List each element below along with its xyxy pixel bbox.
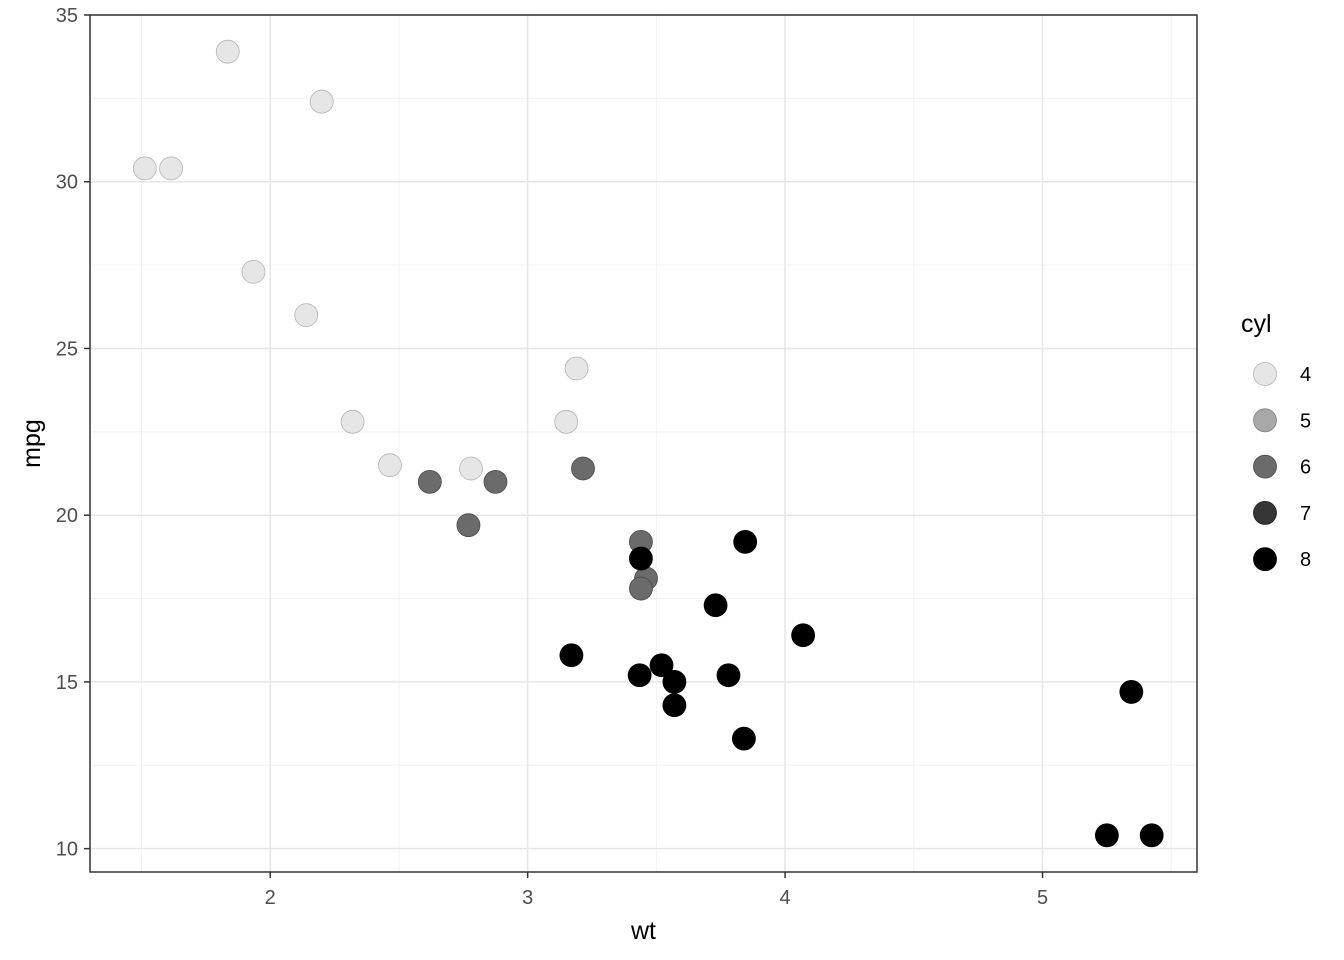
legend-label: 8: [1300, 549, 1311, 571]
legend-key: [1253, 362, 1277, 386]
data-point: [309, 89, 334, 114]
data-point: [791, 623, 816, 648]
data-point: [571, 456, 595, 481]
y-tick-label: 10: [56, 839, 78, 861]
legend-key: [1253, 408, 1277, 433]
data-point: [554, 409, 579, 434]
x-tick-label: 5: [1037, 887, 1048, 909]
y-axis-title: mpg: [18, 419, 46, 468]
grid-lines: [90, 14, 1197, 872]
data-point: [241, 259, 266, 284]
data-point: [559, 643, 584, 668]
data-point: [649, 653, 674, 678]
data-point: [564, 356, 589, 381]
y-tick-label: 20: [56, 505, 78, 527]
plot-panel-border: [89, 14, 1198, 873]
data-point: [1139, 823, 1164, 848]
x-tick-label: 4: [780, 887, 791, 909]
legend-key: [1253, 501, 1277, 525]
legend-label: 7: [1300, 503, 1311, 525]
data-point: [1119, 680, 1144, 704]
data-points: [132, 39, 1164, 848]
data-point: [456, 513, 481, 538]
y-tick-label: 35: [56, 5, 78, 27]
data-point: [662, 670, 687, 694]
y-tick-label: 15: [56, 672, 78, 694]
axes: 2 3 4 5 10 15 20 25 30 35: [56, 5, 1048, 909]
legend-label: 5: [1300, 410, 1311, 432]
data-point: [417, 469, 442, 494]
data-point: [294, 303, 319, 328]
data-point: [459, 456, 483, 481]
legend-key: [1253, 547, 1277, 572]
y-tick-label: 30: [56, 172, 78, 194]
legend-key: [1253, 454, 1277, 479]
data-point: [627, 663, 652, 688]
data-point: [378, 453, 402, 478]
y-tick-label: 25: [56, 338, 78, 360]
legend-title: cyl: [1241, 310, 1272, 338]
x-tick-label: 3: [522, 887, 533, 909]
data-point: [662, 693, 687, 718]
data-point: [733, 529, 758, 554]
data-point: [483, 469, 508, 494]
legend: cyl 4 5 6 7 8: [1241, 310, 1311, 571]
data-point: [716, 663, 741, 688]
data-point: [629, 546, 653, 571]
x-axis-title: wt: [630, 917, 656, 945]
legend-label: 6: [1300, 457, 1311, 479]
data-point: [629, 576, 653, 601]
data-point: [732, 726, 756, 751]
data-point: [1094, 823, 1119, 848]
data-point: [340, 409, 365, 434]
data-point: [215, 39, 240, 64]
data-point: [159, 156, 183, 181]
data-point: [132, 156, 157, 181]
legend-label: 4: [1300, 364, 1311, 386]
data-point: [703, 593, 728, 618]
x-tick-label: 2: [265, 887, 276, 909]
